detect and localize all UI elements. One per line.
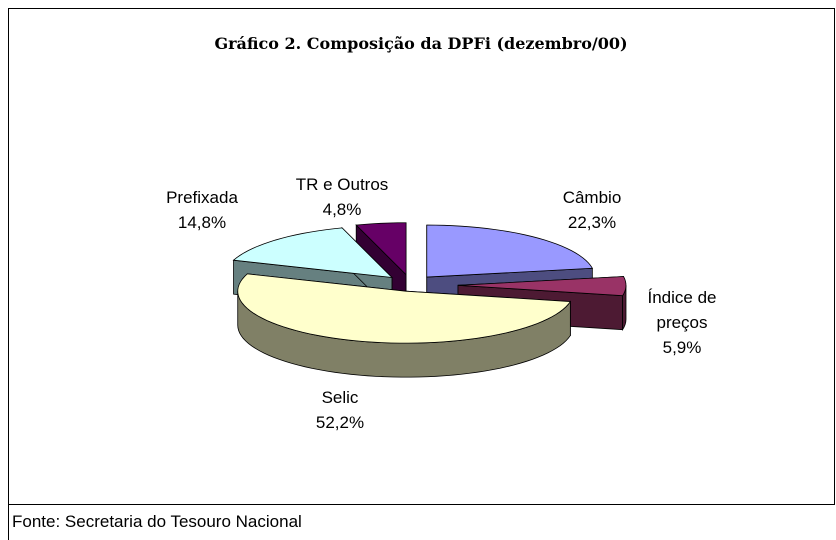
slice-label: TR e Outros 4,8% [290, 172, 394, 222]
slice-label: Câmbio 22,3% [540, 185, 644, 235]
slice-label: Selic 52,2% [288, 385, 392, 435]
slice-value: 4,8% [322, 200, 362, 219]
slice-name: Índice de preços [647, 288, 717, 332]
chart-title: Gráfico 2. Composição da DPFi (dezembro/… [214, 34, 628, 53]
slice-label: Índice de preços 5,9% [630, 285, 734, 360]
slice-top [237, 273, 572, 344]
slice-name: Selic [321, 388, 359, 407]
slice-value: 52,2% [315, 413, 365, 432]
source-note: Fonte: Secretaria do Tesouro Nacional [12, 512, 302, 531]
slice-top [457, 276, 627, 297]
slice-top [426, 224, 594, 278]
slice-top [232, 227, 394, 279]
slice-top [355, 222, 407, 276]
pie-slice [237, 273, 572, 378]
slice-value: 22,3% [567, 213, 617, 232]
slice-name: Câmbio [562, 188, 622, 207]
slice-name: TR e Outros [295, 175, 389, 194]
slice-name: Prefixada [166, 188, 238, 207]
slice-value: 14,8% [177, 213, 227, 232]
slice-label: Prefixada 14,8% [150, 185, 254, 235]
chart-border [8, 8, 835, 505]
slice-value: 5,9% [662, 338, 702, 357]
